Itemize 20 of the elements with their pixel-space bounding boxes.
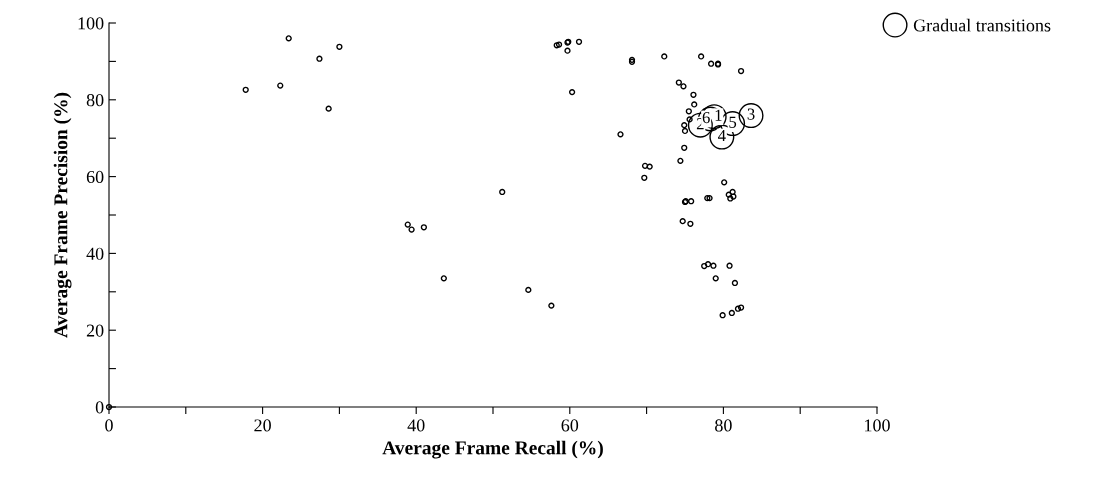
x-tick-label: 60 (561, 419, 579, 432)
x-tick-label: 100 (865, 419, 890, 432)
legend-label: Gradual transitions (913, 18, 1051, 32)
x-axis-title: Average Frame Recall (%) (382, 440, 603, 459)
annotation: 5 (729, 116, 737, 128)
y-tick-label: 0 (95, 401, 104, 414)
y-tick-label: 80 (86, 94, 104, 107)
annotation: 3 (747, 108, 755, 120)
x-tick-label: 40 (407, 419, 425, 432)
y-tick-label: 40 (86, 247, 104, 260)
annotation: 4 (718, 130, 726, 142)
y-tick-label: 100 (78, 17, 104, 30)
y-tick-label: 60 (86, 170, 104, 184)
x-tick-label: 80 (715, 419, 732, 432)
y-axis-title: Average Frame Precision (%) (53, 92, 72, 338)
x-tick-label: 20 (254, 419, 271, 432)
annotation: 1 (715, 109, 722, 121)
y-tick-label: 20 (86, 324, 104, 337)
annotation: 6 (702, 111, 710, 124)
x-tick-label: 0 (105, 419, 113, 432)
